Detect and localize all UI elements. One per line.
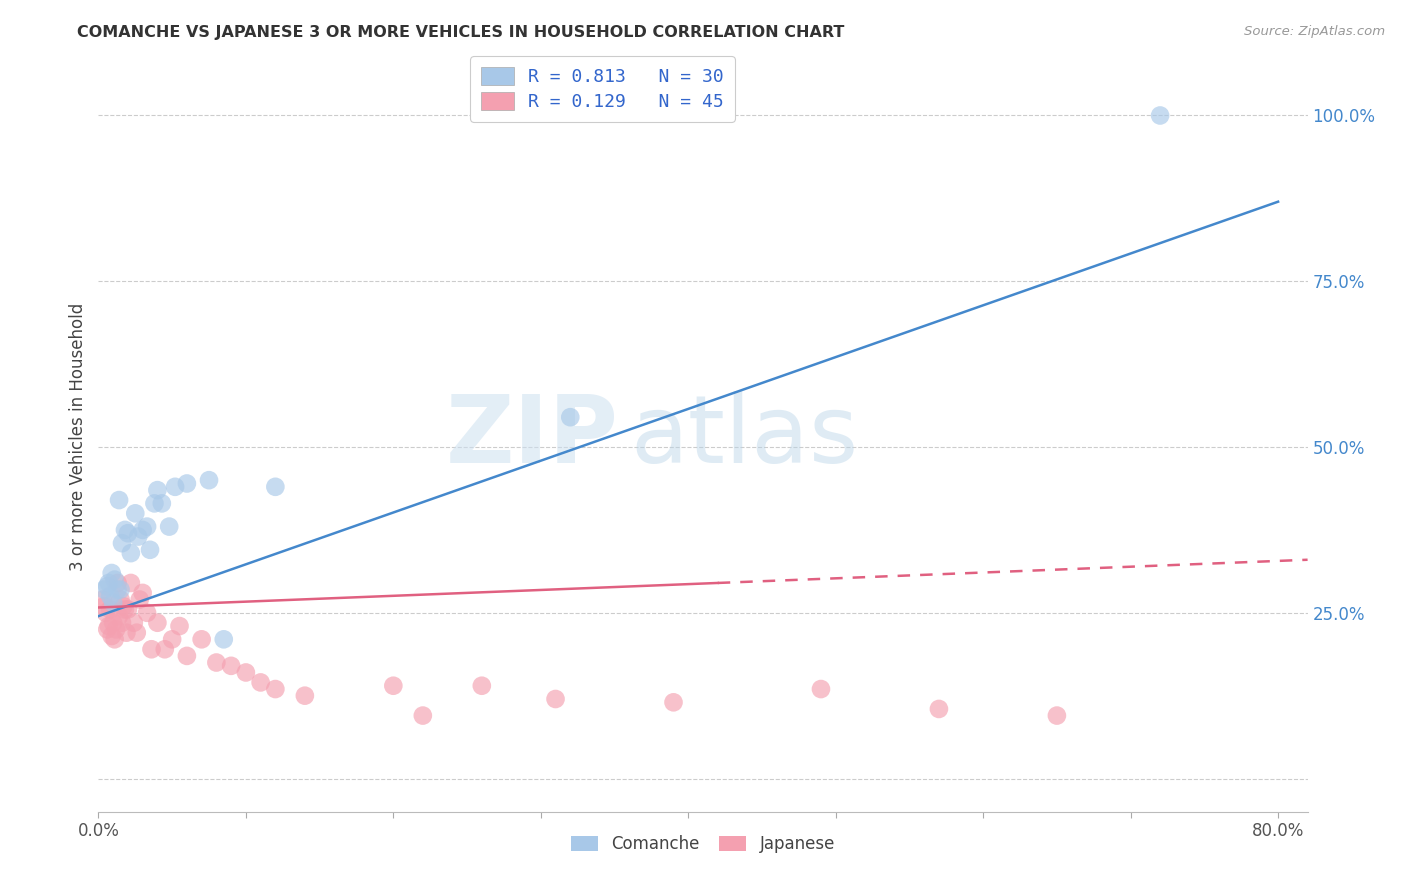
Point xyxy=(107,582,129,597)
Point xyxy=(117,526,139,541)
Point xyxy=(560,410,582,425)
Point xyxy=(136,519,159,533)
Point xyxy=(122,615,145,630)
Point xyxy=(110,592,132,607)
Point xyxy=(114,523,136,537)
Point xyxy=(157,519,180,533)
Point xyxy=(124,506,146,520)
Point xyxy=(139,542,162,557)
Legend: Comanche, Japanese: Comanche, Japanese xyxy=(564,829,842,860)
Point xyxy=(150,496,173,510)
Point xyxy=(212,632,235,647)
Text: Source: ZipAtlas.com: Source: ZipAtlas.com xyxy=(1244,25,1385,38)
Point xyxy=(111,615,134,630)
Point xyxy=(104,573,127,587)
Point xyxy=(94,606,117,620)
Point xyxy=(100,629,122,643)
Point xyxy=(544,692,567,706)
Point xyxy=(131,523,153,537)
Point xyxy=(120,546,142,560)
Point xyxy=(98,602,121,616)
Point xyxy=(143,496,166,510)
Point xyxy=(98,589,121,603)
Point xyxy=(96,579,118,593)
Y-axis label: 3 or more Vehicles in Household: 3 or more Vehicles in Household xyxy=(69,303,87,571)
Point xyxy=(91,592,114,607)
Point xyxy=(1046,708,1069,723)
Point xyxy=(928,702,950,716)
Point xyxy=(93,582,115,597)
Point xyxy=(97,619,120,633)
Point xyxy=(810,681,832,696)
Point xyxy=(165,480,187,494)
Point xyxy=(662,695,685,709)
Point xyxy=(153,642,176,657)
Point xyxy=(125,625,148,640)
Point xyxy=(176,476,198,491)
Text: ZIP: ZIP xyxy=(446,391,619,483)
Point xyxy=(107,576,129,591)
Point xyxy=(101,615,124,630)
Point xyxy=(141,642,163,657)
Point xyxy=(97,576,120,591)
Point xyxy=(93,599,115,614)
Point xyxy=(412,708,434,723)
Point xyxy=(471,679,494,693)
Point xyxy=(294,689,316,703)
Point xyxy=(146,483,169,497)
Point xyxy=(198,473,221,487)
Point xyxy=(249,675,271,690)
Text: COMANCHE VS JAPANESE 3 OR MORE VEHICLES IN HOUSEHOLD CORRELATION CHART: COMANCHE VS JAPANESE 3 OR MORE VEHICLES … xyxy=(77,25,845,40)
Point xyxy=(176,648,198,663)
Point xyxy=(190,632,212,647)
Point xyxy=(136,606,159,620)
Point xyxy=(108,493,131,508)
Point xyxy=(219,658,242,673)
Point xyxy=(115,625,138,640)
Point xyxy=(112,599,135,614)
Point xyxy=(128,592,150,607)
Point xyxy=(205,656,228,670)
Point xyxy=(169,619,191,633)
Point xyxy=(101,596,124,610)
Text: atlas: atlas xyxy=(630,391,859,483)
Point xyxy=(111,536,134,550)
Point xyxy=(105,623,128,637)
Point xyxy=(160,632,183,647)
Point xyxy=(117,602,139,616)
Point xyxy=(104,632,127,647)
Point xyxy=(96,623,118,637)
Point xyxy=(114,602,136,616)
Point xyxy=(1149,108,1171,122)
Point xyxy=(100,566,122,580)
Point xyxy=(120,576,142,591)
Point xyxy=(110,582,132,597)
Point xyxy=(108,609,131,624)
Point xyxy=(382,679,405,693)
Point xyxy=(264,480,287,494)
Point xyxy=(235,665,257,680)
Point xyxy=(264,681,287,696)
Point xyxy=(146,615,169,630)
Point xyxy=(127,530,149,544)
Point xyxy=(131,586,153,600)
